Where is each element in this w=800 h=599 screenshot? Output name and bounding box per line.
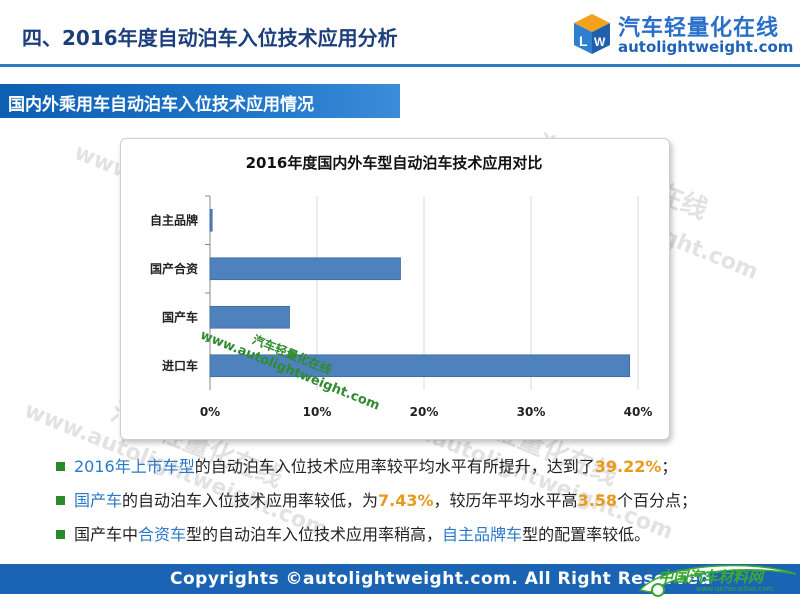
bar: [209, 257, 401, 281]
car-swoosh-icon: [638, 564, 797, 597]
section-header: 国内外乘用车自动泊车入位技术应用情况: [0, 84, 400, 118]
bullet-item: 国产车中合资车型的自动泊车入位技术应用率稍高，自主品牌车型的配置率较低。: [56, 524, 796, 558]
bullet-part: 型的自动泊车入位技术应用率稍高，: [186, 525, 443, 544]
slide-title: 四、2016年度自动泊车入位技术应用分析: [22, 26, 398, 50]
bullet-part: 国产车中: [74, 525, 139, 544]
x-tick-label: 20%: [410, 405, 439, 419]
bullet-part: 自主品牌车: [442, 525, 523, 544]
bullet-item: 国产车的自动泊车入位技术应用率较低，为7.43%，较历年平均水平高3.58个百分…: [56, 490, 796, 524]
partner-logo-text: 中国汽车材料网: [658, 568, 764, 586]
bar: [209, 354, 631, 378]
chart-title: 2016年度国内外车型自动泊车技术应用对比: [246, 154, 543, 172]
partner-logo-url: www.qichecailiao.com: [696, 585, 774, 593]
svg-text:L: L: [579, 33, 588, 49]
bullet-part: ；: [661, 457, 678, 476]
x-tick-label: 0%: [200, 405, 220, 419]
logo-cn-text: 汽车轻量化在线: [618, 16, 780, 41]
bar-chart: 2016年度国内外车型自动泊车技术应用对比 0% 10% 20% 30% 40% 自主品牌国…: [150, 154, 653, 419]
bullet-part: 个百分点；: [617, 491, 698, 510]
bullet-part: 2016年上市车型: [74, 457, 195, 476]
bullet-part: 3.58: [577, 491, 618, 510]
x-tick-label: 30%: [517, 405, 546, 419]
bar: [209, 305, 290, 329]
bullet-part: 的自动泊车入位技术应用率较低，为: [122, 491, 379, 510]
x-tick-label: 40%: [624, 405, 653, 419]
bullet-square-icon: [56, 462, 65, 471]
bullet-part: 国产车: [74, 491, 123, 510]
section-title: 国内外乘用车自动泊车入位技术应用情况: [8, 95, 314, 115]
y-category-label: 自主品牌: [150, 212, 198, 227]
svg-text:W: W: [594, 35, 606, 49]
y-category-label: 国产合资: [150, 261, 198, 276]
x-tick-label: 10%: [303, 405, 332, 419]
bullet-part: ，较历年平均水平高: [433, 491, 578, 510]
logo-url-text: autolightweight.com: [618, 38, 794, 56]
bullet-part: 的自动泊车入位技术应用率较平均水平有所提升，达到了: [194, 457, 595, 476]
bullet-square-icon: [56, 496, 65, 505]
site-logo[interactable]: L W 汽车轻量化在线 autolightweight.com: [572, 6, 794, 62]
bullet-part: 7.43%: [378, 491, 434, 510]
bullet-part: 合资车: [138, 525, 187, 544]
bullet-list: 2016年上市车型的自动泊车入位技术应用率较平均水平有所提升，达到了39.22%…: [56, 456, 796, 558]
header-divider: [0, 64, 800, 67]
y-category-label: 进口车: [162, 358, 198, 373]
footer-copyright: Copyrights ©autolightweight.com. All Rig…: [170, 569, 712, 589]
bullet-part: 型的配置率较低。: [522, 525, 651, 544]
y-category-label: 国产车: [162, 309, 198, 324]
bullet-item: 2016年上市车型的自动泊车入位技术应用率较平均水平有所提升，达到了39.22%…: [56, 456, 796, 490]
bullet-part: 39.22%: [594, 457, 662, 476]
bar: [209, 208, 213, 232]
cube-logo-icon: L W: [574, 14, 610, 54]
bullet-square-icon: [56, 530, 65, 539]
chart-frame: [120, 138, 670, 440]
partner-logo[interactable]: 中国汽车材料网 www.qichecailiao.com: [636, 560, 800, 599]
